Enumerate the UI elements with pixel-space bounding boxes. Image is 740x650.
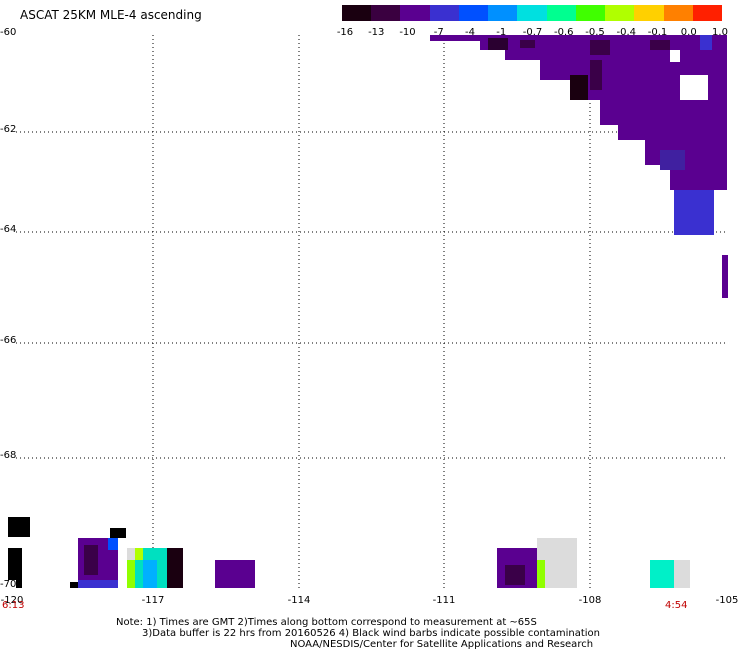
data-cells-south [8, 517, 690, 588]
colorbar-label: -4 [465, 27, 475, 38]
data-cell [8, 548, 22, 588]
data-cell [78, 580, 118, 588]
data-cells-northeast [430, 35, 728, 298]
data-cell [674, 560, 690, 588]
data-cell [167, 548, 183, 588]
time-label-right: 4:54 [665, 600, 688, 611]
colorbar-swatch [575, 5, 606, 21]
colorbar-swatch [517, 5, 547, 21]
data-cell [590, 60, 602, 90]
colorbar-label: -1 [496, 27, 507, 38]
note-line-3: NOAA/NESDIS/Center for Satellite Applica… [290, 639, 594, 650]
colorbar-swatch [546, 5, 576, 21]
note-line-2: 3)Data buffer is 22 hrs from 20160526 4)… [142, 628, 600, 639]
y-tick-label: -64 [0, 224, 17, 235]
colorbar-label: -16 [336, 27, 354, 38]
data-cell [488, 38, 508, 50]
colorbar-label: -10 [399, 27, 416, 38]
colorbar-swatch [458, 5, 489, 21]
data-cell [722, 255, 728, 298]
colorbar-label: -13 [368, 27, 385, 38]
data-cell [505, 565, 525, 585]
data-cell [8, 517, 30, 537]
colorbar-swatch [634, 5, 664, 21]
y-tick-label: -66 [0, 335, 17, 346]
map-title: ASCAT 25KM MLE-4 ascending [20, 8, 202, 22]
data-cell [660, 150, 685, 170]
colorbar-swatch [371, 5, 401, 21]
y-tick-label: -68 [0, 450, 17, 461]
data-cell [570, 75, 588, 100]
time-label-left: 6:13 [2, 600, 25, 611]
data-cell [650, 40, 670, 50]
y-tick-label: -70 [0, 579, 17, 590]
data-cell [537, 560, 545, 588]
y-tick-label: -62 [0, 124, 17, 135]
colorbar-label: 1.0 [712, 27, 728, 38]
data-cell [674, 190, 714, 235]
colorbar-label: -7 [433, 27, 444, 38]
data-cell [143, 560, 157, 588]
data-cell [108, 538, 118, 550]
data-cell [590, 40, 610, 55]
data-cell [110, 528, 126, 538]
data-cell [700, 35, 712, 50]
data-cell [135, 560, 143, 588]
colorbar-label: -0.7 [522, 27, 543, 38]
grid-lines [8, 35, 727, 588]
data-cell [70, 582, 78, 588]
x-tick-label: -117 [141, 595, 165, 606]
colorbar-swatch [692, 5, 723, 21]
data-cell [650, 560, 674, 588]
y-tick-label: -60 [0, 27, 17, 38]
x-tick-label: -111 [432, 595, 456, 606]
data-cell [215, 560, 255, 588]
colorbar [342, 5, 723, 21]
x-tick-label: -120 [0, 595, 24, 606]
colorbar-label: 0.0 [680, 27, 697, 38]
data-cell [127, 560, 135, 588]
colorbar-swatch [488, 5, 518, 21]
colorbar-swatch [400, 5, 430, 21]
colorbar-label: -0.1 [647, 27, 668, 38]
x-tick-label: -108 [578, 595, 602, 606]
colorbar-label: -0.6 [553, 27, 574, 38]
colorbar-label: -0.4 [616, 27, 637, 38]
colorbar-swatch [429, 5, 459, 21]
note-line-1: Note: 1) Times are GMT 2)Times along bot… [116, 617, 537, 628]
data-gap [680, 75, 708, 100]
colorbar-swatch [605, 5, 635, 21]
data-gap [670, 50, 680, 62]
data-cell [84, 545, 98, 575]
x-tick-label: -114 [287, 595, 311, 606]
colorbar-swatch [663, 5, 693, 21]
colorbar-label: -0.5 [585, 27, 605, 38]
x-tick-label: -105 [715, 595, 739, 606]
colorbar-swatch [342, 5, 372, 21]
data-cell [520, 40, 535, 48]
